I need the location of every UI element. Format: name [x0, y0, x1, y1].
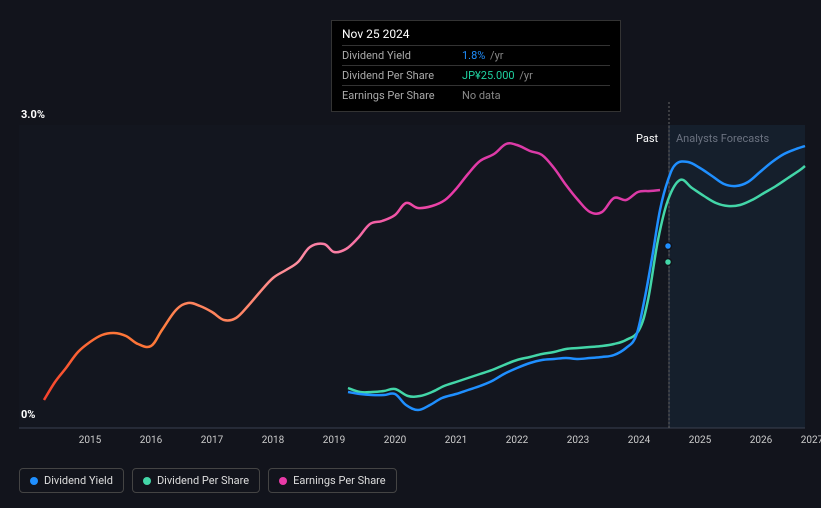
x-tick-label: 2027 — [801, 435, 821, 446]
section-label-past: Past — [636, 132, 658, 145]
chart-legend: Dividend Yield Dividend Per Share Earnings… — [19, 468, 397, 493]
x-tick-label: 2025 — [689, 435, 711, 446]
x-tick-label: 2022 — [506, 435, 528, 446]
tooltip-row: Dividend Per ShareJP¥25.000 /yr — [342, 65, 610, 85]
x-tick-label: 2026 — [750, 435, 772, 446]
x-tick-label: 2017 — [201, 435, 223, 446]
legend-color-dot — [143, 477, 151, 485]
tooltip-metric-value: JP¥25.000 /yr — [462, 69, 533, 82]
tooltip-metric-value: 1.8% /yr — [462, 49, 504, 62]
legend-item[interactable]: Dividend Per Share — [132, 468, 260, 493]
dividend-yield-marker — [665, 243, 672, 250]
tooltip-metric-unit: /yr — [517, 69, 533, 82]
x-tick-label: 2020 — [384, 435, 406, 446]
tooltip-metric-label: Earnings Per Share — [342, 89, 462, 102]
tooltip-row: Dividend Yield1.8% /yr — [342, 45, 610, 65]
tooltip-metric-label: Dividend Yield — [342, 49, 462, 62]
y-axis-min-label: 0% — [21, 408, 35, 421]
y-axis-max-label: 3.0% — [21, 108, 45, 121]
x-tick-label: 2021 — [445, 435, 467, 446]
legend-color-dot — [279, 477, 287, 485]
dividend-chart: 3.0% 0% 2015 2016 2017 2018 2019 2020 2021 2022… — [0, 0, 821, 508]
x-tick-label: 2016 — [140, 435, 162, 446]
legend-label: Dividend Per Share — [157, 474, 249, 487]
hover-tooltip: Nov 25 2024 Dividend Yield1.8% /yrDivide… — [331, 20, 621, 112]
x-tick-label: 2023 — [567, 435, 589, 446]
legend-color-dot — [30, 477, 38, 485]
legend-label: Earnings Per Share — [293, 474, 386, 487]
x-tick-label: 2019 — [323, 435, 345, 446]
tooltip-metric-label: Dividend Per Share — [342, 69, 462, 82]
past-shade — [19, 125, 669, 428]
forecast-shade — [669, 125, 805, 428]
legend-item[interactable]: Earnings Per Share — [268, 468, 397, 493]
x-tick-label: 2015 — [79, 435, 101, 446]
tooltip-date: Nov 25 2024 — [342, 27, 610, 45]
section-label-forecast: Analysts Forecasts — [676, 132, 769, 145]
x-tick-label: 2024 — [628, 435, 650, 446]
legend-item[interactable]: Dividend Yield — [19, 468, 124, 493]
legend-label: Dividend Yield — [44, 474, 113, 487]
dividend-per-share-marker — [665, 259, 672, 266]
x-tick-label: 2018 — [262, 435, 284, 446]
tooltip-metric-unit: /yr — [487, 49, 503, 62]
tooltip-row: Earnings Per ShareNo data — [342, 85, 610, 105]
tooltip-metric-value: No data — [462, 89, 501, 102]
